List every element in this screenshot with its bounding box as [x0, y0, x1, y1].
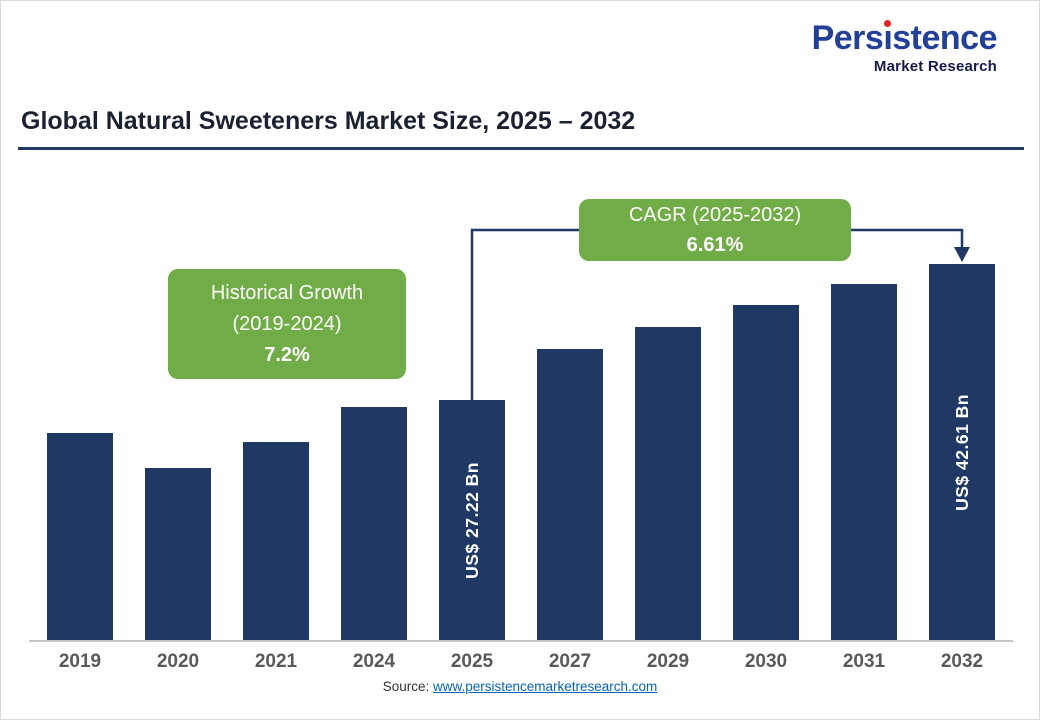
bar-column: US$ 27.22 Bn [423, 221, 521, 641]
bar-column [619, 221, 717, 641]
x-axis-label-2031: 2031 [842, 651, 886, 672]
x-axis-label-2032: 2032 [940, 651, 984, 672]
historical-growth-value: 7.2% [264, 343, 310, 366]
logo-brand: Persı stence [811, 19, 998, 57]
x-axis-label-2030: 2030 [744, 651, 788, 672]
historical-growth-callout: Historical Growth (2019-2024) 7.2% [168, 269, 406, 379]
x-axis-label-2024: 2024 [352, 651, 396, 672]
bar-column [815, 221, 913, 641]
connector-right-line [850, 228, 964, 249]
cagr-value: 6.61% [686, 234, 744, 256]
bar-value-label: US$ 42.61 Bn [951, 394, 972, 511]
historical-growth-line1: Historical Growth [210, 281, 364, 304]
bar-2031 [831, 284, 897, 641]
bar-column [227, 221, 325, 641]
bar-2029 [635, 327, 701, 641]
logo: Persı stence Market Research [811, 19, 998, 75]
connector-left-bracket [470, 228, 579, 403]
bar-column [31, 221, 129, 641]
bar-2021 [243, 442, 309, 641]
x-axis-labels: 2019 2020 2021 2024 2025 2027 2029 2030 … [31, 651, 1011, 673]
bar-2027 [537, 349, 603, 641]
logo-tagline: Market Research [873, 57, 997, 75]
bar-column [717, 221, 815, 641]
x-axis-label-2027: 2027 [548, 651, 592, 672]
bar-2030 [733, 305, 799, 641]
x-axis-label-2021: 2021 [254, 651, 298, 672]
bar-2020 [145, 468, 211, 641]
bar-chart: US$ 27.22 Bn US$ 42.61 Bn [31, 221, 1011, 641]
x-axis-label-2020: 2020 [156, 651, 200, 672]
cagr-callout: CAGR (2025-2032) 6.61% [579, 199, 851, 261]
bar-2032: US$ 42.61 Bn [929, 264, 995, 641]
arrow-down-icon [954, 247, 970, 262]
bar-column [129, 221, 227, 641]
x-axis-label-2029: 2029 [646, 651, 690, 672]
bar-column [521, 221, 619, 641]
source-note: Source: www.persistencemarketresearch.co… [1, 679, 1039, 694]
bar-column [325, 221, 423, 641]
bar-2024 [341, 407, 407, 641]
x-axis-label-2019: 2019 [58, 651, 102, 672]
cagr-line1: CAGR (2025-2032) [628, 204, 802, 226]
title-underline [18, 147, 1024, 150]
source-label: Source: [382, 679, 433, 694]
x-axis-label-2025: 2025 [450, 651, 494, 672]
bar-value-label: US$ 27.22 Bn [461, 462, 482, 579]
bar-2025: US$ 27.22 Bn [439, 400, 505, 641]
source-link[interactable]: www.persistencemarketresearch.com [432, 679, 658, 694]
x-axis-line [29, 640, 1013, 642]
bar-2019 [47, 433, 113, 641]
page-title: Global Natural Sweeteners Market Size, 2… [21, 107, 636, 135]
historical-growth-line2: (2019-2024) [232, 312, 342, 335]
bar-column: US$ 42.61 Bn [913, 221, 1011, 641]
